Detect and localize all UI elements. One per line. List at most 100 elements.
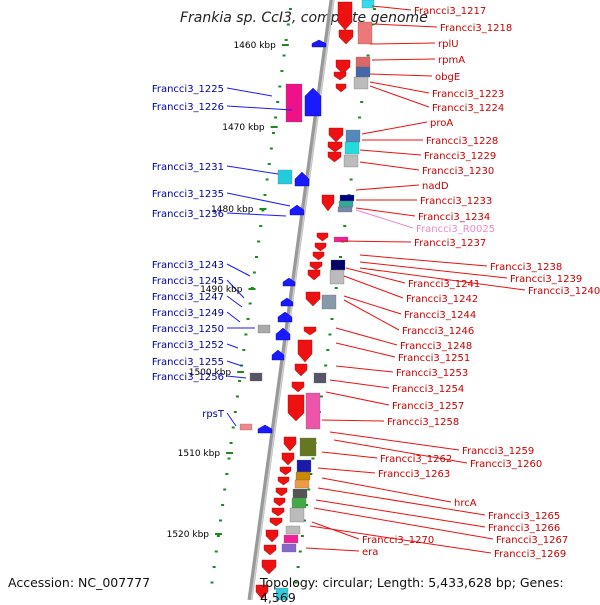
reverse-gene-arrow: [314, 242, 327, 252]
scale-tick: [265, 178, 269, 181]
right-gene-label: Francci3_1263: [378, 469, 450, 480]
right-gene-label: Francci3_1262: [380, 454, 452, 465]
reverse-gene-arrow: [333, 71, 347, 81]
right-gene-label: rpmA: [438, 55, 465, 66]
reverse-gene-arrow: [316, 232, 329, 242]
scale-tick: [225, 473, 229, 475]
scale-tick: [298, 550, 302, 553]
scale-tick: [286, 23, 290, 26]
leader-line: [359, 261, 508, 279]
leader-line: [373, 23, 438, 28]
reverse-gene-arrow: [281, 452, 295, 466]
left-gene-label: Francci3_1250: [152, 324, 224, 335]
leader-line: [321, 477, 452, 503]
leader-line: [315, 499, 486, 528]
scale-tick: [252, 271, 256, 274]
left-gene-label: Francci3_1252: [152, 340, 224, 351]
label-leader-lines: [226, 5, 526, 554]
gene-box: [299, 437, 317, 457]
gene-box: [305, 392, 321, 430]
scale-tick: [233, 411, 237, 413]
scale-tick: [284, 39, 288, 41]
leader-line: [335, 342, 396, 358]
gene-box: [333, 236, 349, 243]
scale-tick: [269, 147, 273, 150]
scale-tick-major: [248, 288, 256, 290]
scale-tick: [302, 519, 306, 522]
reverse-gene-arrow: [297, 339, 313, 363]
right-gene-label: Francci3_1270: [362, 535, 434, 546]
scale-tick-major: [226, 452, 234, 454]
leader-line: [335, 327, 398, 346]
right-gene-label: Francci3_1217: [414, 6, 486, 17]
forward-gene-arrow: [280, 297, 294, 307]
scale-label: 1480 kbp: [211, 205, 254, 215]
right-gene-label: Francci3_1246: [402, 326, 474, 337]
reverse-gene-arrow: [269, 517, 283, 527]
gene-box: [361, 0, 375, 9]
left-gene-label: rpsT: [202, 409, 225, 420]
leader-line: [305, 547, 360, 552]
reverse-gene-arrow: [337, 1, 353, 31]
leader-line: [355, 207, 416, 217]
reverse-gene-arrow: [327, 151, 342, 163]
leader-line: [226, 343, 239, 349]
scale-label: 1470 kbp: [222, 123, 265, 133]
gene-box: [355, 66, 371, 78]
leader-line: [335, 365, 394, 373]
leader-line: [355, 184, 420, 191]
scale-tick: [300, 535, 304, 537]
scale-tick: [326, 349, 330, 351]
scale-tick: [278, 85, 282, 88]
accession-text: Accession: NC_007777: [8, 575, 151, 590]
right-gene-label: Francci3_1257: [392, 401, 464, 412]
reverse-gene-arrow: [307, 269, 321, 281]
reverse-gene-arrow: [327, 141, 343, 153]
scale-tick-major: [215, 533, 223, 535]
scale-tick: [223, 488, 227, 491]
reverse-gene-arrow: [303, 326, 317, 336]
forward-gene-arrow: [304, 87, 322, 117]
leader-line: [311, 521, 360, 540]
leader-line: [371, 58, 436, 61]
gene-box: [329, 269, 345, 285]
scale-tick: [259, 225, 263, 227]
left-gene-label: Francci3_1243: [152, 260, 224, 271]
leader-line: [369, 73, 433, 77]
right-gene-label: Francci3_1259: [462, 446, 534, 457]
gene-box: [277, 169, 293, 185]
gene-box: [285, 83, 303, 123]
scale-tick: [231, 426, 235, 429]
leader-line: [313, 507, 494, 540]
reverse-gene-arrow: [265, 529, 279, 543]
reverse-gene-arrow: [309, 261, 323, 271]
right-gene-label: Francci3_1228: [426, 136, 498, 147]
forward-gene-arrow: [289, 204, 305, 216]
gene-box: [339, 194, 355, 202]
scale-label: 1460 kbp: [233, 41, 276, 51]
leader-line: [226, 295, 243, 308]
leader-line: [226, 212, 287, 217]
leader-line: [355, 209, 414, 229]
gene-box: [275, 587, 289, 600]
right-gene-label: Francci3_1253: [396, 368, 468, 379]
right-gene-label: hrcA: [454, 498, 477, 509]
reverse-gene-arrow: [328, 127, 344, 143]
leader-line: [226, 263, 251, 277]
right-gene-label: Francci3_1239: [510, 274, 582, 285]
leader-line: [226, 165, 279, 175]
gene-features: [239, 0, 375, 600]
gene-box: [313, 372, 327, 384]
right-gene-label: Francci3_1237: [414, 238, 486, 249]
leader-line: [317, 467, 376, 474]
leader-line: [369, 42, 436, 45]
leader-line: [321, 451, 378, 459]
left-gene-label: Francci3_1236: [152, 209, 224, 220]
leader-line: [226, 192, 291, 207]
scale-tick: [296, 566, 300, 568]
gene-box: [285, 525, 301, 535]
scale-label: 1500 kbp: [189, 368, 232, 378]
left-gene-label: Francci3_1231: [152, 162, 224, 173]
scale-tick: [330, 318, 334, 320]
